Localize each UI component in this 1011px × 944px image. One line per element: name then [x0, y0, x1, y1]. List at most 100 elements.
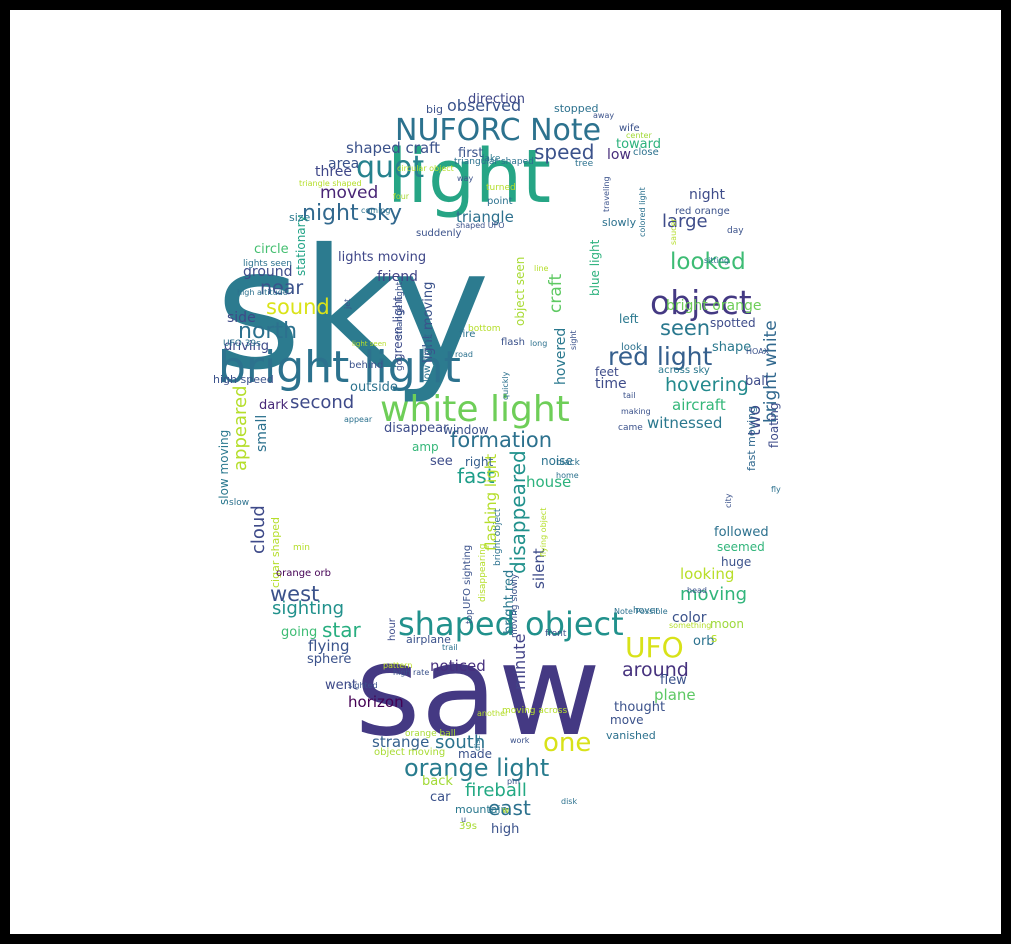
word-moon: moon [710, 617, 744, 631]
word-front: front [545, 629, 567, 639]
word-slowly: slowly [602, 216, 637, 229]
word-orange-ball: orange ball [405, 729, 456, 739]
word-around: around [622, 659, 689, 681]
word-hovered: hovered [553, 327, 569, 385]
word-disappeared: disappeared [506, 450, 530, 574]
word-bright-orange: bright orange [666, 298, 762, 314]
word-went: went [325, 678, 357, 693]
word-north: north [238, 319, 298, 344]
word-slow-moving: slow moving [217, 429, 231, 505]
word-airplane: airplane [406, 633, 451, 646]
word-stationary: stationary [294, 215, 308, 276]
word-ground: ground [243, 264, 293, 280]
word-jet: jet [343, 298, 352, 309]
word-go: go [395, 359, 405, 371]
word-big: big [426, 103, 444, 116]
word-area: area [328, 156, 360, 172]
word-turned: turned [486, 183, 516, 193]
word-formation: formation [450, 428, 553, 452]
word-circle: circle [254, 242, 289, 257]
word-saw: saw [355, 617, 601, 764]
word-noise: noise [541, 454, 573, 468]
word-day: day [727, 226, 744, 236]
word-min: min [293, 543, 310, 553]
word-high-speed: high speed [213, 373, 274, 386]
word-disc: disc [473, 735, 482, 751]
word-across-sky: across sky [658, 365, 710, 376]
word-s: s [711, 631, 718, 645]
word-orb: orb [693, 634, 715, 649]
word-direction: direction [468, 92, 525, 107]
word-hoax: HOAX [746, 347, 770, 356]
word-city: city [724, 493, 733, 509]
word-lake: lake [482, 154, 501, 164]
word-sky: sky [215, 214, 490, 407]
word-saucer: saucer [669, 218, 678, 245]
word-mountain: mountain [455, 803, 508, 816]
word-floating: floating [767, 402, 781, 448]
word-came: came [618, 423, 643, 433]
word-way: way [457, 174, 474, 183]
word-work: work [510, 736, 530, 745]
word-trail: trail [442, 643, 458, 652]
word-making: making [621, 407, 651, 416]
word-strange: strange [372, 733, 430, 751]
word-triangular-shaped: triangular shaped [454, 157, 534, 167]
word-observed: observed [447, 96, 522, 115]
word-four: four [393, 192, 410, 201]
word-behind: behind [349, 360, 384, 371]
word-bottom: bottom [468, 324, 501, 334]
word-shape: shape [712, 340, 752, 355]
word-stopped: stopped [554, 102, 599, 115]
word-amp: amp [412, 440, 439, 454]
word-east: east [488, 796, 531, 820]
word-pm: pm [507, 777, 520, 786]
word-flying: flying [308, 637, 350, 655]
word-horizon: horizon [348, 693, 404, 711]
word-noticed: noticed [430, 657, 486, 675]
word-disappearing: disappearing [478, 543, 488, 602]
word-fire: fire [459, 329, 476, 340]
word-w: w [502, 806, 510, 816]
word-blue-light: blue light [588, 239, 602, 296]
word-outside: outside [350, 380, 398, 395]
word-flew: flew [660, 673, 687, 688]
word-bright-light: bright light [218, 342, 461, 393]
word-looking: looking [680, 565, 735, 583]
word-aircraft: aircraft [672, 396, 726, 414]
word-something: something [669, 621, 712, 630]
word-low: low [607, 147, 631, 163]
word-black: black [556, 458, 580, 468]
word-sighting: sighting [272, 598, 345, 619]
word-triangle-shaped: triangle shaped [299, 179, 362, 188]
word-flash: flash [501, 337, 525, 348]
word-hour: hour [387, 618, 398, 641]
word-huge: huge [721, 555, 752, 569]
word-large: large [662, 211, 708, 232]
word-sighted: sighted [348, 681, 378, 690]
word-looked: looked [670, 249, 746, 275]
word-thought: thought [614, 700, 666, 715]
word-spotted: spotted [710, 316, 756, 330]
word-ufo-39s: UFO 39s [223, 339, 261, 349]
word-window: window [443, 423, 489, 437]
word-seen: seen [660, 316, 711, 340]
word-lights-moving: lights moving [338, 250, 427, 265]
word-fly: fly [771, 485, 781, 494]
word-hover: hover [633, 606, 659, 616]
wordcloud: sky saw light bright light white light NUFORC… [10, 10, 1001, 934]
word-flying-object: flying object [539, 507, 548, 557]
word-cloud: cloud [248, 505, 269, 554]
word-moving-slowly: moving slowly [510, 573, 520, 638]
word-lights-seen: lights seen [243, 259, 292, 269]
word-u: u [461, 815, 467, 824]
word-side: side [227, 310, 256, 326]
word-appeared: appeared [230, 385, 251, 472]
word-followed: followed [714, 525, 769, 540]
word-quickly: quickly [501, 371, 510, 400]
word-head: head [687, 586, 707, 595]
word-moved: moved [320, 183, 379, 203]
word-south: south [435, 732, 486, 753]
word-nuforc-note: NUFORC Note [395, 113, 602, 148]
word-night-sky: night sky [302, 201, 403, 226]
